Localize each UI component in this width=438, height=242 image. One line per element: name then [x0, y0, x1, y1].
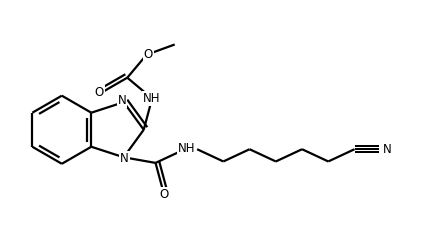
Text: O: O — [95, 86, 104, 99]
Text: N: N — [117, 94, 126, 107]
Text: N: N — [120, 152, 129, 165]
Text: NH: NH — [177, 142, 195, 155]
Text: O: O — [144, 48, 153, 61]
Text: NH: NH — [143, 92, 161, 105]
Text: N: N — [382, 143, 391, 156]
Text: O: O — [159, 189, 168, 201]
